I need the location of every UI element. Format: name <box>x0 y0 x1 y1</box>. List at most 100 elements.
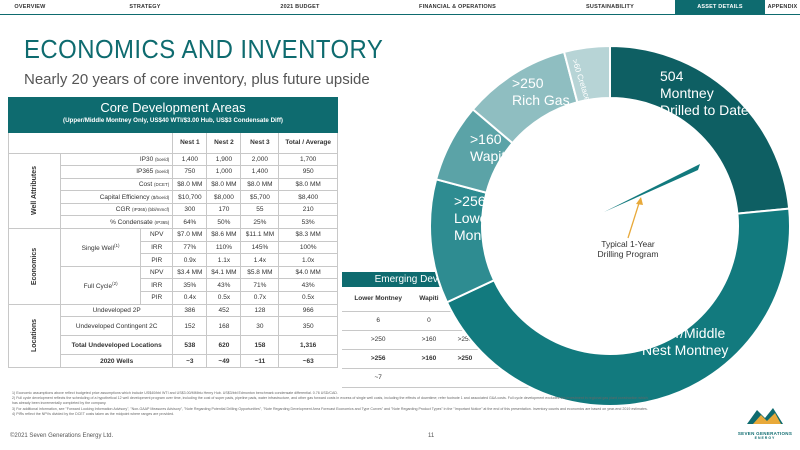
nav-tab-overview[interactable]: OVERVIEW <box>14 4 46 10</box>
donut-label: >256 Lower Montney <box>454 193 508 243</box>
table-cell: 77% <box>172 240 208 255</box>
donut-label-line: Montney <box>660 85 714 101</box>
donut-label-line: Upper/Middle <box>642 325 725 341</box>
callout-arrowhead <box>636 197 643 205</box>
column-header: Wapiti <box>414 287 444 312</box>
table-cell: 43% <box>278 278 338 293</box>
table-cell: 145% <box>240 240 280 255</box>
metric-label: NPV <box>140 228 174 242</box>
table-cell: 386 <box>172 303 208 318</box>
callout-text: Drilling Program <box>598 249 659 259</box>
table-cell: $8.0 MM <box>278 177 338 192</box>
nav-tab-financial-operations[interactable]: FINANCIAL & OPERATIONS <box>419 4 496 10</box>
footnote: 3) For additional information, see "Forw… <box>12 406 648 411</box>
metric-label: PIR <box>140 291 174 305</box>
table-cell: 966 <box>278 303 338 318</box>
table-cell: 158 <box>240 335 280 356</box>
callout-arrow <box>627 199 641 239</box>
table-cell: 1.4x <box>240 253 280 267</box>
table-cell: 168 <box>206 316 242 337</box>
footnotes: 1) Economic assumptions above reflect bu… <box>12 391 652 417</box>
donut-label-line: Lower <box>454 210 492 226</box>
group-well-attributes-label: Well Attributes <box>31 166 39 216</box>
table-cell: 1,900 <box>206 152 242 167</box>
table-row: IRR 77% 110% 145% 100% <box>9 240 338 255</box>
table-cell: 1,400 <box>172 152 208 167</box>
table-cell: $8.0 MM <box>240 177 280 192</box>
donut-label-line: Rich Gas <box>512 92 570 108</box>
table-row: Total Undeveloped Locations 538 620 158 1,31… <box>9 335 338 356</box>
table-cell: >160 <box>414 330 444 350</box>
column-header: Total / Average <box>278 133 338 154</box>
subgroup-label: Single Well <box>81 245 115 253</box>
table-cell: $5,700 <box>240 190 280 204</box>
column-header: Lower Montney <box>342 287 415 312</box>
column-header: Nest 1 <box>172 133 208 154</box>
donut-label-line: >250 <box>512 75 544 91</box>
row-label: % Condensate (IP365) <box>60 215 174 230</box>
table-cell: 64% <box>172 215 208 230</box>
donut-label: >160 Wapiti <box>470 131 508 164</box>
table-cell: $3.4 MM <box>172 265 208 280</box>
row-unit: (boe/d) <box>155 169 170 175</box>
table-cell: $10,700 <box>172 190 208 204</box>
table-row: Locations Undeveloped 2P 386 452 128 966 <box>7 303 338 368</box>
nav-tab-sustainability[interactable]: SUSTAINABILITY <box>586 4 634 10</box>
nav-divider <box>0 14 800 15</box>
page-number: 11 <box>428 433 435 439</box>
table-row: Full Cycle(2) NPV $3.4 MM $4.1 MM $5.8 MM $4.… <box>9 265 338 305</box>
footnote: 4) PIRs reflect the NPVs divided by the … <box>12 411 175 416</box>
table-cell: 300 <box>172 202 208 217</box>
table-cell: 35% <box>172 278 208 293</box>
footnote: 2) Full cycle development reflects the s… <box>12 396 648 406</box>
table-row: Well Attributes IP30 (boe/d) 1,400 1,900 2,0… <box>7 152 338 230</box>
nav-tab-2021-budget[interactable]: 2021 BUDGET <box>280 4 320 10</box>
row-unit: (boe/d) <box>155 156 170 162</box>
table-cell: >250 <box>342 330 415 350</box>
table-cell: 0.4x <box>172 291 208 305</box>
group-locations-label: Locations <box>31 319 38 353</box>
table-cell: ~11 <box>240 354 280 368</box>
core-table-subtitle: (Upper/Middle Montney Only, US$40 WTI/$3… <box>63 117 283 124</box>
row-label: IP30 (boe/d) <box>60 152 174 167</box>
nav-tab-asset-details[interactable]: ASSET DETAILS <box>675 0 765 14</box>
logo-text: SEVEN GENERATIONS <box>737 431 793 436</box>
page-title: ECONOMICS AND INVENTORY <box>24 34 384 64</box>
table-cell: >250 <box>443 349 487 369</box>
footnote-ref: (1) <box>114 242 120 248</box>
donut-label: 1,316 Upper/Middle Nest Montney <box>642 308 728 358</box>
table-cell: 0.7x <box>240 291 280 305</box>
row-label: CGR (IP365) (bbl/mmcf) <box>60 202 174 217</box>
donut-label-line: >256 <box>454 193 486 209</box>
single-label: Single Well(1) <box>60 228 142 267</box>
core-table-title: Core Development Areas <box>100 100 246 115</box>
table-cell: 55 <box>240 202 280 217</box>
table-cell: 50% <box>206 215 242 230</box>
group-economics-label: Economics <box>31 247 39 286</box>
table-cell: ~3 <box>172 354 208 368</box>
page-subtitle: Nearly 20 years of core inventory, plus … <box>24 71 370 88</box>
table-cell: 6 <box>342 311 415 331</box>
table-row: Economics Single Well(1) NPV $7.0 MM $8.6 MM… <box>7 228 338 305</box>
table-row: Capital Efficiency ($/boe/d) $10,700 $8,00… <box>9 190 338 204</box>
nav-tab-appendix[interactable]: APPENDIX <box>767 4 798 10</box>
table-cell: 1,000 <box>206 165 242 179</box>
callout-text: Typical 1-Year <box>601 239 655 249</box>
table-cell: 1,400 <box>240 165 280 179</box>
table-cell: 1.0x <box>278 253 338 267</box>
table-row: Cost (DCET) $8.0 MM $8.0 MM $8.0 MM $8.0 MM <box>9 177 338 192</box>
table-cell: 25% <box>240 215 280 230</box>
donut-label-line: >160 <box>470 131 502 147</box>
nav-tab-strategy[interactable]: STRATEGY <box>129 4 161 10</box>
table-cell: 452 <box>206 303 242 318</box>
table-cell: 0.5x <box>278 291 338 305</box>
table-row: CGR (IP365) (bbl/mmcf) 300 170 55 210 <box>9 202 338 217</box>
table-cell: $8.6 MM <box>206 228 242 242</box>
table-cell: 170 <box>206 202 242 217</box>
row-label: Cost (DCET) <box>60 177 174 192</box>
table-cell: 0.9x <box>172 253 208 267</box>
column-header: Nest 2 <box>206 133 242 154</box>
copyright: ©2021 Seven Generations Energy Ltd. <box>10 433 114 439</box>
table-cell: >160 <box>414 349 444 369</box>
full-label: Full Cycle(2) <box>60 265 142 305</box>
